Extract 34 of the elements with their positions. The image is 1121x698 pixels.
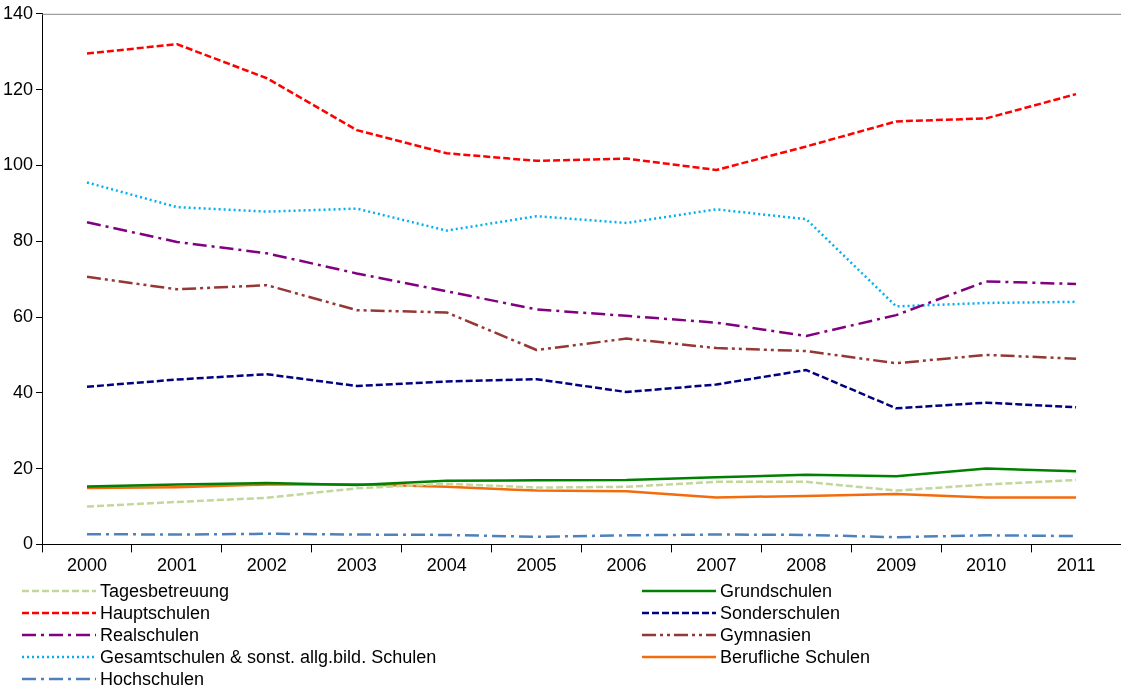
legend-label: Tagesbetreuung bbox=[100, 580, 230, 602]
legend-label: Hochschulen bbox=[100, 668, 205, 690]
legend-label: Sonderschulen bbox=[720, 602, 841, 624]
y-tick-label: 0 bbox=[23, 533, 34, 554]
x-tick-label: 2005 bbox=[516, 555, 557, 576]
y-tick-label: 40 bbox=[13, 381, 34, 402]
x-tick-label: 2004 bbox=[426, 555, 467, 576]
y-tick-label: 140 bbox=[2, 2, 34, 23]
y-tick-label: 60 bbox=[13, 305, 34, 326]
line-series bbox=[85, 221, 1078, 338]
legend-label: Realschulen bbox=[100, 624, 200, 646]
x-tick-label: 2003 bbox=[336, 555, 377, 576]
x-tick-label: 2006 bbox=[606, 555, 647, 576]
x-tick-label: 2007 bbox=[696, 555, 737, 576]
x-tick-label: 2009 bbox=[876, 555, 917, 576]
line-series bbox=[85, 42, 1078, 172]
legend-label: Berufliche Schulen bbox=[720, 646, 871, 668]
legend-label: Gymnasien bbox=[720, 624, 812, 646]
line-series bbox=[85, 478, 1078, 508]
x-tick-label: 2011 bbox=[1056, 555, 1096, 576]
legend-label: Grundschulen bbox=[720, 580, 833, 602]
y-tick-label: 20 bbox=[13, 457, 34, 478]
legend-label: Hauptschulen bbox=[100, 602, 211, 624]
legend-label: Gesamtschulen & sonst. allg.bild. Schulen bbox=[100, 646, 437, 668]
y-tick-label: 120 bbox=[2, 78, 34, 99]
x-tick-label: 2002 bbox=[246, 555, 287, 576]
line-series bbox=[85, 368, 1078, 410]
x-tick-label: 2008 bbox=[786, 555, 827, 576]
y-tick-label: 100 bbox=[2, 154, 34, 175]
y-tick-label: 80 bbox=[13, 230, 34, 251]
x-tick-label: 2010 bbox=[966, 555, 1007, 576]
line-series bbox=[85, 275, 1078, 365]
x-tick-label: 2001 bbox=[156, 555, 197, 576]
x-tick-label: 2000 bbox=[66, 555, 108, 576]
